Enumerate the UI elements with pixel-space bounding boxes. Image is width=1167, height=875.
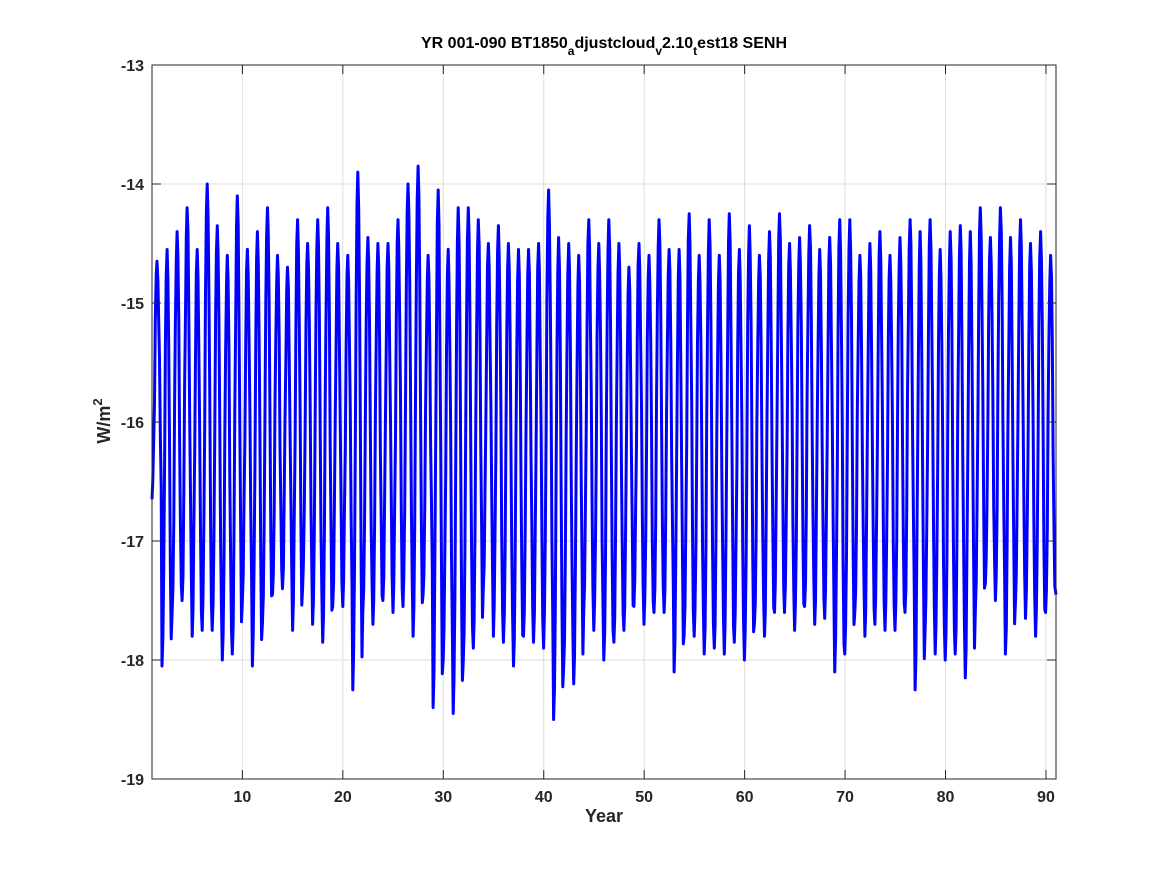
y-tick-label: -13 bbox=[121, 58, 144, 75]
title-subscript: v bbox=[655, 44, 662, 58]
y-axis-label: W/m2 bbox=[90, 398, 114, 443]
x-tick-labels: 10 20 30 40 50 60 70 80 90 bbox=[234, 789, 1055, 806]
title-segment: YR 001-090 BT1850 bbox=[421, 35, 568, 52]
x-axis-label: Year bbox=[585, 806, 623, 826]
y-axis-label-base: W/m bbox=[94, 406, 114, 444]
x-tick-label: 20 bbox=[334, 789, 352, 806]
y-tick-label: -15 bbox=[121, 296, 144, 313]
title-segment: est18 SENH bbox=[697, 35, 787, 52]
y-axis-label-exponent: 2 bbox=[90, 398, 105, 405]
title-segment: 2.10 bbox=[662, 35, 693, 52]
series-line bbox=[150, 164, 1058, 721]
x-tick-label: 60 bbox=[736, 789, 754, 806]
series-layer bbox=[150, 164, 1058, 721]
x-tick-label: 40 bbox=[535, 789, 553, 806]
y-tick-label: -16 bbox=[121, 415, 144, 432]
y-tick-label: -14 bbox=[121, 177, 144, 194]
x-tick-label: 10 bbox=[234, 789, 252, 806]
x-tick-label: 30 bbox=[434, 789, 452, 806]
x-tick-label: 80 bbox=[937, 789, 955, 806]
title-segment: djustcloud bbox=[574, 35, 655, 52]
y-tick-label: -19 bbox=[121, 772, 144, 789]
title-subscript: a bbox=[568, 44, 575, 58]
y-tick-label: -18 bbox=[121, 653, 144, 670]
tick-marks bbox=[152, 64, 1056, 780]
y-tick-label: -17 bbox=[121, 534, 144, 551]
title-subscript: t bbox=[693, 44, 697, 58]
x-tick-label: 70 bbox=[836, 789, 854, 806]
x-tick-label: 50 bbox=[635, 789, 653, 806]
y-tick-labels: -19 -18 -17 -16 -15 -14 -13 bbox=[121, 58, 144, 789]
x-tick-label: 90 bbox=[1037, 789, 1055, 806]
chart-title: YR 001-090 BT1850adjustcloudv2.10test18 … bbox=[421, 35, 787, 58]
